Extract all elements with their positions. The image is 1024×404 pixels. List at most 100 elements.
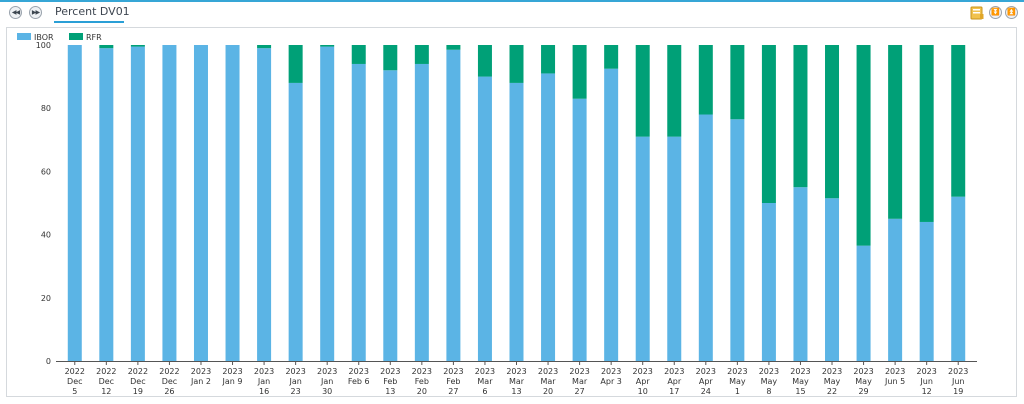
bar-rfr <box>572 45 587 99</box>
bar-rfr <box>951 45 966 197</box>
x-tick-label: 24 <box>701 387 711 396</box>
x-tick-label: 27 <box>575 387 585 396</box>
x-tick-label: 8 <box>766 387 771 396</box>
x-tick-label: 22 <box>827 387 837 396</box>
x-tick-label: 2023 <box>696 367 716 376</box>
bar-rfr <box>383 45 398 71</box>
x-tick-label: Jan 9 <box>222 377 243 386</box>
bar-ibor <box>477 76 492 361</box>
x-tick-label: Dec <box>162 377 177 386</box>
x-tick-label: May <box>761 377 778 386</box>
y-tick-label: 60 <box>41 167 51 176</box>
x-tick-label: 2023 <box>727 367 747 376</box>
x-tick-label: Feb <box>446 377 460 386</box>
bar-ibor <box>446 49 461 362</box>
x-tick-label: 2022 <box>159 367 179 376</box>
bar-ibor <box>572 98 587 361</box>
bar-ibor <box>604 68 619 361</box>
bar-ibor <box>257 48 272 361</box>
x-tick-label: 20 <box>543 387 553 396</box>
x-tick-label: 15 <box>795 387 805 396</box>
x-tick-label: 12 <box>922 387 932 396</box>
x-tick-label: 2023 <box>822 367 842 376</box>
chevron-double-up-icon[interactable]: ⏫ <box>1005 6 1018 19</box>
x-tick-label: 2023 <box>380 367 400 376</box>
bar-rfr <box>288 45 303 83</box>
x-tick-label: Jan <box>257 377 270 386</box>
bar-ibor <box>320 46 335 361</box>
x-tick-label: 19 <box>953 387 963 396</box>
x-tick-label: 2023 <box>349 367 369 376</box>
x-tick-label: 2023 <box>664 367 684 376</box>
fast-forward-icon[interactable]: ▶▶ <box>29 6 42 19</box>
x-tick-label: Jun <box>951 377 965 386</box>
bar-rfr <box>414 45 429 64</box>
bar-ibor <box>825 198 840 361</box>
x-tick-label: Mar <box>477 377 493 386</box>
x-tick-label: 1 <box>735 387 740 396</box>
x-tick-label: May <box>792 377 809 386</box>
x-tick-label: 2022 <box>65 367 85 376</box>
bar-ibor <box>225 45 240 361</box>
legend-swatch-ibor <box>17 33 31 40</box>
top-accent-line <box>0 0 1024 2</box>
bar-rfr <box>667 45 682 137</box>
folder-icon[interactable] <box>970 5 984 20</box>
x-tick-label: 2023 <box>601 367 621 376</box>
bar-ibor <box>67 45 82 361</box>
bar-rfr <box>257 45 272 49</box>
bar-ibor <box>919 221 934 361</box>
x-tick-label: Apr <box>636 377 651 386</box>
x-tick-label: 19 <box>133 387 143 396</box>
x-tick-label: Jan <box>320 377 333 386</box>
x-tick-label: 2023 <box>222 367 242 376</box>
bar-rfr <box>698 45 713 115</box>
x-tick-label: 2023 <box>633 367 653 376</box>
bar-ibor <box>351 63 366 362</box>
bar-ibor <box>667 136 682 361</box>
x-tick-label: 2023 <box>475 367 495 376</box>
x-tick-label: 12 <box>101 387 111 396</box>
bar-rfr <box>888 45 903 219</box>
bar-rfr <box>761 45 776 203</box>
bar-rfr <box>604 45 619 69</box>
x-tick-label: 2023 <box>916 367 936 376</box>
chevron-double-down-icon[interactable]: ⏬ <box>989 6 1002 19</box>
x-tick-label: 2023 <box>317 367 337 376</box>
x-tick-label: 23 <box>291 387 301 396</box>
legend-label-ibor: IBOR <box>34 33 54 42</box>
bar-rfr <box>130 45 145 47</box>
x-tick-label: 26 <box>164 387 174 396</box>
x-tick-label: 13 <box>511 387 521 396</box>
x-tick-label: Dec <box>99 377 114 386</box>
bar-ibor <box>888 218 903 361</box>
bar-rfr <box>99 45 114 49</box>
legend-label-rfr: RFR <box>86 33 102 42</box>
x-tick-label: Feb <box>383 377 397 386</box>
x-tick-label: 30 <box>322 387 332 396</box>
x-tick-label: 2023 <box>443 367 463 376</box>
bar-rfr <box>856 45 871 246</box>
bar-rfr <box>446 45 461 50</box>
tab-percent-dv01[interactable]: Percent DV01 <box>55 5 130 18</box>
rewind-icon[interactable]: ◀◀ <box>9 6 22 19</box>
chart-panel: IBOR RFR 0 20 40 60 80 100 2022 Dec 5 2022 Dec 12 2022… <box>6 27 1017 397</box>
bar-rfr <box>793 45 808 188</box>
x-tick-label: Dec <box>130 377 145 386</box>
x-tick-label: 10 <box>638 387 648 396</box>
bar-ibor <box>193 45 208 361</box>
x-tick-label: 16 <box>259 387 269 396</box>
x-tick-label: Jun <box>919 377 933 386</box>
x-tick-label: 2023 <box>506 367 526 376</box>
bar-rfr <box>320 45 335 47</box>
y-tick-label: 20 <box>41 294 51 303</box>
bar-ibor <box>793 187 808 361</box>
x-tick-label: May <box>824 377 841 386</box>
toolbar: ◀◀ ▶▶ Percent DV01 ⏬ ⏫ <box>0 2 1024 24</box>
x-tick-label: 2023 <box>412 367 432 376</box>
bar-ibor <box>509 82 524 362</box>
bar-ibor <box>730 119 745 361</box>
x-tick-label: Jan 2 <box>190 377 211 386</box>
x-tick-label: Feb 6 <box>348 377 370 386</box>
x-tick-label: Jun 5 <box>884 377 905 386</box>
